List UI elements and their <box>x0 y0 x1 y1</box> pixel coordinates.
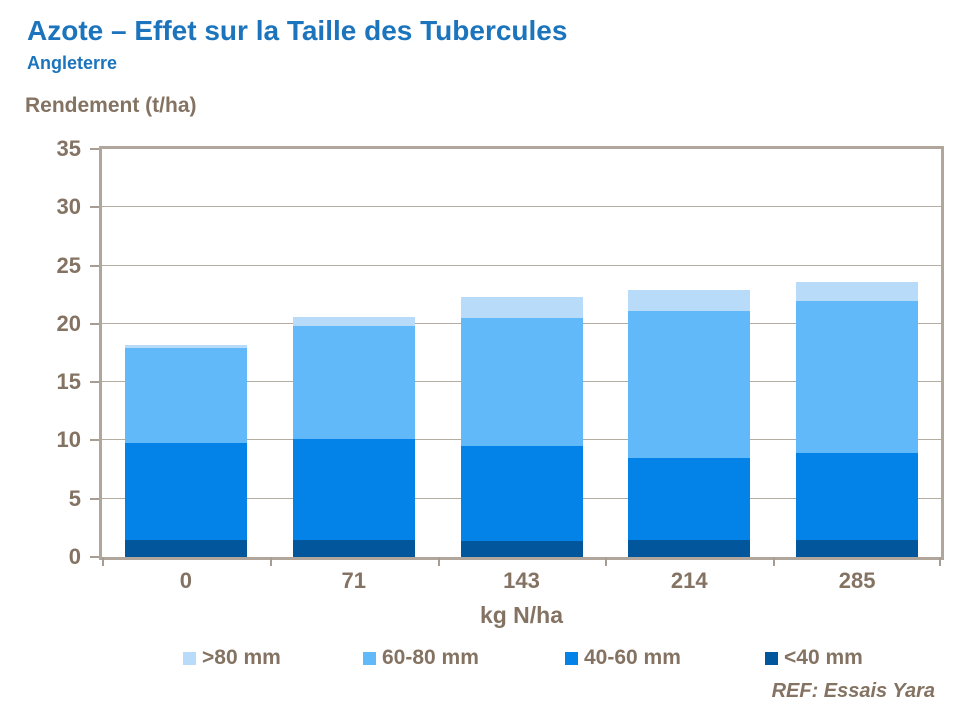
legend-label: 40-60 mm <box>584 646 681 669</box>
y-axis: 0 5 10 15 20 25 30 35 <box>0 136 99 569</box>
y-axis-tick-label: 20 <box>56 310 81 336</box>
chart-plot-area <box>99 146 944 560</box>
y-axis-tick <box>90 148 99 150</box>
x-axis-tick-label: 71 <box>341 568 366 593</box>
legend-item-40-60mm: 40-60 mm <box>565 645 681 671</box>
reference-note: REF: Essais Yara <box>771 680 935 702</box>
y-axis-tick <box>90 556 99 558</box>
bar-segment-40-60mm <box>628 457 751 540</box>
legend-item->80mm: >80 mm <box>183 645 281 671</box>
x-axis-labels: 0 71 143 214 285 <box>102 567 941 595</box>
y-axis-tick-label: 15 <box>56 369 81 395</box>
y-axis-tick <box>90 381 99 384</box>
x-axis-ticks <box>102 557 941 567</box>
x-axis-tick <box>605 557 608 566</box>
y-axis-tick <box>90 439 99 442</box>
page-subtitle: Angleterre <box>27 53 118 73</box>
bar-segment-60-80mm <box>292 326 415 440</box>
x-axis-tick-label: 214 <box>670 568 708 593</box>
chart-bars-container <box>102 149 941 557</box>
bar-segment-60-80mm <box>796 300 919 454</box>
legend-label: >80 mm <box>202 646 281 669</box>
bar-segment->80mm <box>628 290 751 312</box>
y-axis-tick-label: 10 <box>56 427 81 453</box>
y-axis-title: Rendement (t/ha) <box>25 94 197 117</box>
x-axis-tick <box>939 557 941 566</box>
y-axis-tick-label: 30 <box>56 194 81 220</box>
bar-segment-40-60mm <box>292 439 415 540</box>
gridline <box>102 206 941 208</box>
bar-segment->80mm <box>460 297 583 319</box>
x-axis-tick-label: 0 <box>179 568 193 593</box>
y-axis-tick-label: 0 <box>68 544 81 569</box>
x-axis-title: kg N/ha <box>479 602 564 628</box>
bar-segment->80mm <box>292 316 415 327</box>
bar-segment-60-80mm <box>124 348 247 443</box>
bar-segment-<40mm <box>292 539 415 557</box>
legend-item-60-80mm: 60-80 mm <box>363 645 479 671</box>
y-axis-tick <box>90 264 99 267</box>
legend-swatch <box>183 651 196 665</box>
x-axis-tick-label: 143 <box>503 568 540 593</box>
legend-item-<40mm: <40 mm <box>765 645 863 671</box>
y-axis-tick <box>90 322 99 325</box>
legend-swatch <box>565 651 578 665</box>
chart-legend: >80 mm 60-80 mm 40-60 mm <40 mm <box>0 645 960 671</box>
bar-segment-<40mm <box>796 539 919 557</box>
x-axis-tick <box>437 557 440 566</box>
x-axis-tick <box>102 557 104 566</box>
legend-label: 60-80 mm <box>382 646 479 669</box>
bar-segment-60-80mm <box>460 318 583 447</box>
bar-segment-<40mm <box>628 539 751 557</box>
bar-segment->80mm <box>124 344 247 349</box>
y-axis-tick-label: 35 <box>56 136 81 161</box>
page-title: Azote – Effet sur la Taille des Tubercul… <box>27 15 568 46</box>
bar-segment-<40mm <box>460 540 583 557</box>
bar-segment->80mm <box>796 281 919 301</box>
bar-segment-<40mm <box>124 539 247 557</box>
x-axis-tick <box>773 557 776 566</box>
bar-segment-60-80mm <box>628 311 751 458</box>
y-axis-tick-label: 25 <box>56 252 81 278</box>
legend-swatch <box>765 651 778 665</box>
bar-segment-40-60mm <box>796 453 919 540</box>
y-axis-tick-label: 5 <box>68 485 81 511</box>
x-axis-tick <box>269 557 272 566</box>
legend-label: <40 mm <box>784 646 863 669</box>
bar-segment-40-60mm <box>124 442 247 540</box>
y-axis-tick <box>90 497 99 500</box>
x-axis-tick-label: 285 <box>838 568 876 593</box>
bar-segment-40-60mm <box>460 446 583 541</box>
legend-swatch <box>363 651 376 665</box>
gridline <box>102 264 941 266</box>
y-axis-tick <box>90 206 99 209</box>
